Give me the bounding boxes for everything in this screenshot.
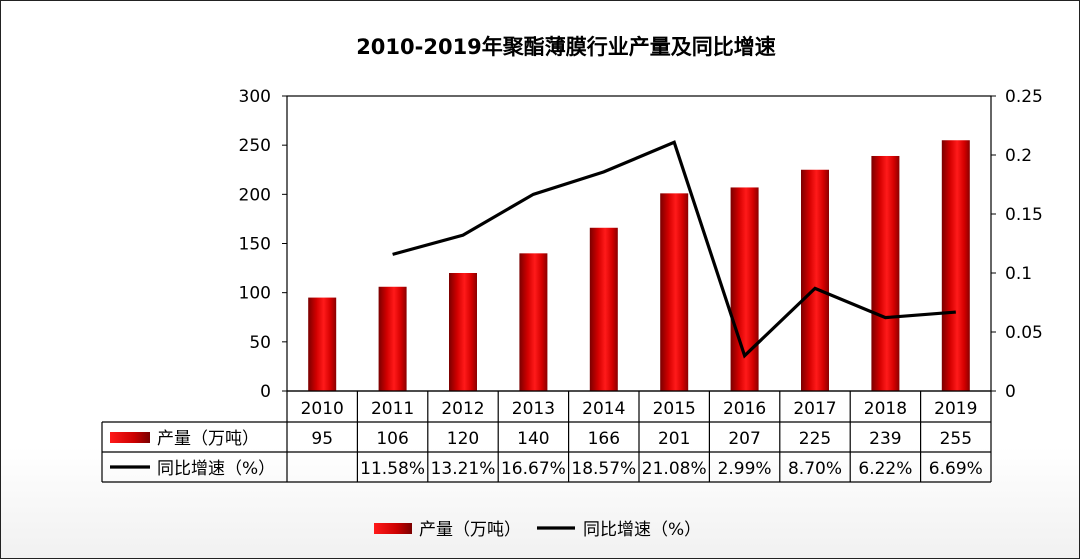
x-axis-category-label: 2010 (301, 399, 344, 419)
x-axis-category-label: 2013 (512, 399, 555, 419)
chart-title: 2010-2019年聚酯薄膜行业产量及同比增速 (356, 35, 776, 59)
table-line-series-name: 同比增速（%） (157, 459, 275, 479)
bar-2013 (519, 253, 548, 391)
table-production-value: 207 (728, 429, 760, 449)
table-growth-value: 18.57% (571, 459, 636, 479)
table-growth-value: 21.08% (642, 459, 707, 479)
bar-2012 (449, 273, 477, 391)
right-axis-tick-label: 0.05 (1005, 323, 1043, 343)
table-growth-value: 2.99% (718, 459, 772, 479)
right-axis-tick-label: 0 (1005, 382, 1016, 402)
bar-2019 (941, 140, 970, 391)
right-axis-tick-label: 0.1 (1005, 264, 1032, 284)
table-growth-value: 8.70% (788, 459, 842, 479)
bar-2017 (801, 169, 829, 391)
right-axis-tick-label: 0.2 (1005, 146, 1032, 166)
x-axis-category-label: 2018 (864, 399, 907, 419)
table-bar-series-key (110, 432, 150, 443)
bar-2014 (589, 227, 618, 391)
right-axis-tick-label: 0.25 (1005, 87, 1043, 107)
table-production-value: 120 (447, 429, 479, 449)
left-axis-tick-label: 100 (239, 284, 271, 304)
x-axis-category-label: 2017 (793, 399, 836, 419)
left-axis-tick-label: 200 (239, 185, 271, 205)
table-production-value: 239 (869, 429, 901, 449)
table-production-value: 225 (799, 429, 831, 449)
left-axis-tick-label: 250 (239, 136, 271, 156)
left-axis-tick-label: 0 (260, 382, 271, 402)
table-production-value: 166 (588, 429, 620, 449)
legend-line-label: 同比增速（%） (583, 520, 701, 540)
bar-2016 (730, 187, 759, 391)
right-axis-tick-label: 0.15 (1005, 205, 1043, 225)
x-axis-category-label: 2019 (934, 399, 977, 419)
left-axis-tick-label: 150 (239, 235, 271, 255)
table-growth-value: 6.69% (929, 459, 983, 479)
bar-2010 (308, 297, 337, 391)
table-production-value: 106 (376, 429, 408, 449)
table-bar-series-name: 产量（万吨） (157, 429, 259, 449)
bar-2018 (871, 155, 900, 391)
table-growth-value: 11.58% (360, 459, 425, 479)
growth-rate-line (392, 140, 956, 359)
left-axis-tick-label: 50 (249, 333, 271, 353)
table-growth-value: 6.22% (858, 459, 912, 479)
bar-2011 (378, 286, 407, 391)
legend-bar-key (374, 523, 412, 534)
table-growth-value: 13.21% (431, 459, 496, 479)
left-axis-tick-label: 300 (239, 87, 271, 107)
table-production-value: 255 (940, 429, 972, 449)
bar-2015 (660, 193, 689, 391)
x-axis-category-label: 2014 (582, 399, 625, 419)
x-axis-category-label: 2016 (723, 399, 766, 419)
x-axis-category-label: 2015 (653, 399, 696, 419)
table-production-value: 95 (311, 429, 333, 449)
table-production-value: 201 (658, 429, 690, 449)
x-axis-category-label: 2012 (441, 399, 484, 419)
table-growth-value: 16.67% (501, 459, 566, 479)
table-production-value: 140 (517, 429, 549, 449)
x-axis-category-label: 2011 (371, 399, 414, 419)
legend-bar-label: 产量（万吨） (419, 520, 521, 540)
